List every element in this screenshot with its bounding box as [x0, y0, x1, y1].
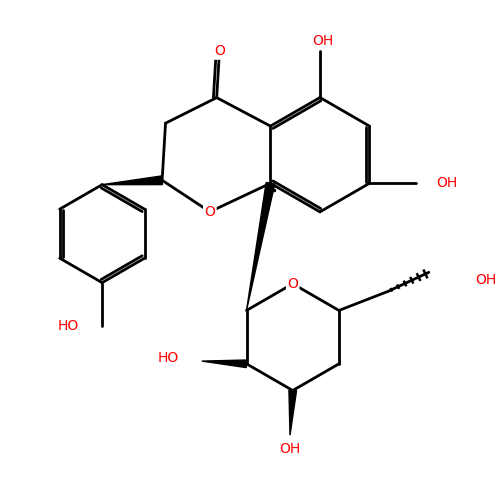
Text: HO: HO [158, 352, 179, 366]
Text: OH: OH [312, 34, 334, 48]
Text: O: O [288, 277, 298, 291]
Text: OH: OH [436, 176, 458, 190]
Polygon shape [246, 182, 274, 310]
Polygon shape [102, 176, 162, 184]
Text: O: O [204, 205, 216, 219]
Polygon shape [289, 390, 296, 435]
Text: OH: OH [280, 442, 300, 456]
Text: O: O [214, 44, 225, 59]
Text: OH: OH [475, 274, 496, 287]
Polygon shape [202, 360, 246, 368]
Text: HO: HO [58, 319, 80, 333]
